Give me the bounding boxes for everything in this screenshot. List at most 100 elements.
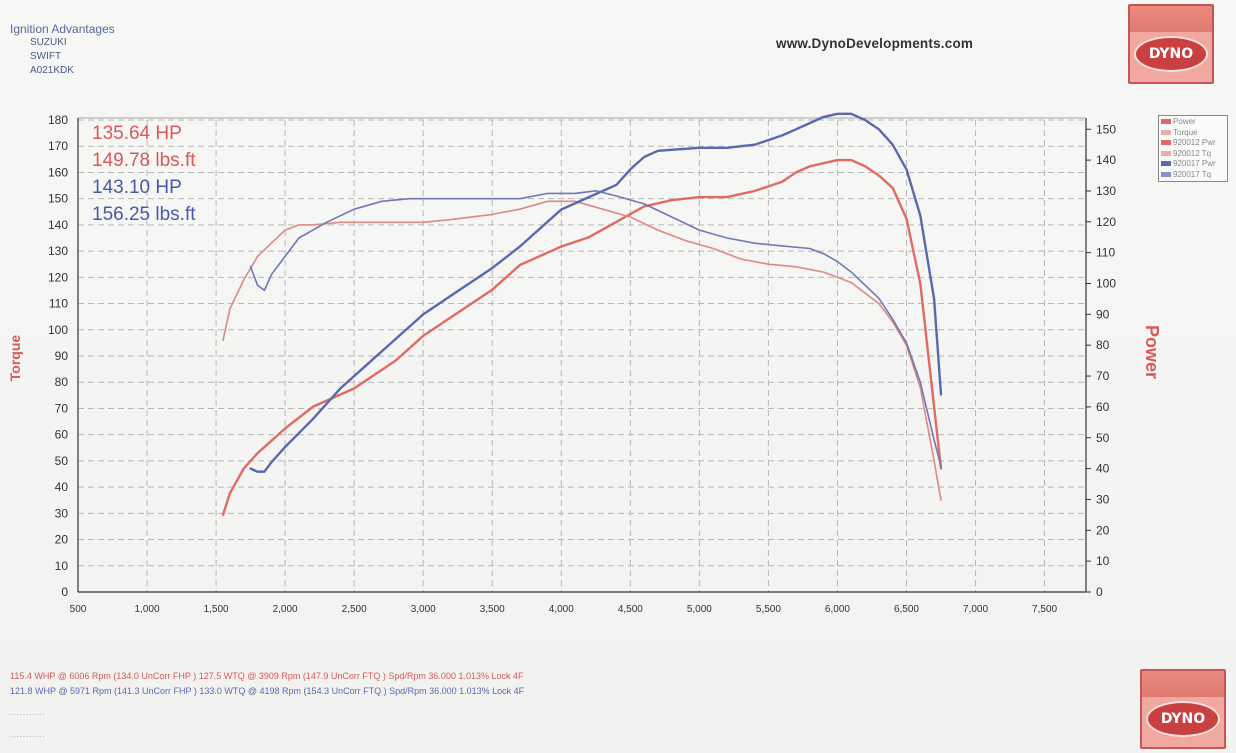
legend-item: 920012 Tq (1161, 149, 1225, 160)
y-left-tick-label: 80 (55, 375, 69, 389)
y-right-tick-label: 50 (1096, 431, 1110, 445)
x-tick-label: 6,500 (894, 604, 919, 615)
legend-swatch (1161, 161, 1171, 167)
legend-item: 920017 Pwr (1161, 159, 1225, 170)
legend-label: 920012 Tq (1173, 148, 1212, 158)
y-left-tick-label: 10 (55, 559, 69, 573)
y-right-tick-label: 40 (1096, 462, 1110, 476)
x-tick-label: 1,000 (135, 604, 160, 615)
y-left-tick-label: 0 (61, 585, 68, 599)
dyno-badge: DYNO (1134, 36, 1208, 72)
y-right-tick-label: 140 (1096, 153, 1116, 167)
y-left-tick-label: 90 (55, 349, 69, 363)
y-right-tick-label: 100 (1096, 277, 1116, 291)
peak-label: 143.10 HP (92, 177, 182, 198)
car-silhouette-icon (1130, 6, 1212, 32)
y-right-tick-label: 10 (1096, 554, 1110, 568)
y-left-tick-label: 30 (55, 506, 69, 520)
dotted-line-2: ........... (10, 730, 46, 739)
y-right-tick-label: 30 (1096, 492, 1110, 506)
y-left-tick-label: 20 (55, 533, 69, 547)
y-right-tick-label: 60 (1096, 400, 1110, 414)
vehicle-make: SUZUKI (30, 37, 67, 48)
peak-labels: 135.64 HP 149.78 lbs.ft 143.10 HP 156.25 lb… (92, 123, 196, 225)
x-tick-label: 2,500 (342, 604, 367, 615)
y-right-tick-label: 120 (1096, 215, 1116, 229)
legend-item: Torque (1161, 128, 1225, 139)
x-tick-label: 7,500 (1032, 604, 1057, 615)
y-left-tick-label: 100 (48, 323, 68, 337)
legend-label: Power (1173, 117, 1196, 126)
vehicle-plate: A021KDK (30, 65, 74, 76)
series-line-920012-tq (222, 200, 942, 502)
x-tick-label: 7,000 (963, 604, 988, 615)
y-left-tick-label: 50 (55, 454, 69, 468)
x-tick-label: 4,500 (618, 604, 643, 615)
legend-item: 920012 Pwr (1161, 138, 1225, 149)
dyno-logo-bottom: DYNO (1140, 669, 1226, 749)
car-silhouette-icon (1142, 671, 1224, 697)
y-right-tick-label: 70 (1096, 369, 1110, 383)
report-header: Ignition Advantages SUZUKI SWIFT A021KDK (10, 22, 115, 78)
y-left-tick-label: 180 (48, 113, 68, 127)
x-tick-label: 5,500 (756, 604, 781, 615)
x-tick-label: 1,500 (204, 604, 229, 615)
chart-axes (77, 117, 1087, 593)
y-left-tick-label: 60 (55, 428, 69, 442)
vehicle-model: SWIFT (30, 51, 62, 62)
legend-swatch (1161, 119, 1171, 125)
report-title: Ignition Advantages (10, 22, 115, 36)
peak-label: 156.25 lbs.ft (92, 204, 196, 225)
legend-label: 920017 Tq (1173, 169, 1212, 179)
y-left-tick-label: 120 (48, 270, 68, 284)
dotted-line-1: ........... (10, 708, 46, 717)
y-left-tick-label: 140 (48, 218, 68, 232)
website-url: www.DynoDevelopments.com (776, 36, 974, 51)
y-left-tick-label: 110 (49, 297, 68, 311)
chart-legend: Power Torque 920012 Pwr 920012 Tq 920017 Pwr… (1158, 115, 1228, 182)
x-tick-label: 6,000 (825, 604, 850, 615)
chart-grid (78, 119, 1086, 592)
series-line-920017-tq (249, 190, 942, 467)
y-right-tick-label: 110 (1096, 246, 1115, 260)
y-axis-label-power: Power (1142, 325, 1162, 379)
x-tick-label: 500 (70, 604, 87, 615)
peak-label: 135.64 HP (92, 123, 182, 144)
x-tick-label: 4,000 (549, 604, 574, 615)
x-tick-label: 2,000 (273, 604, 298, 615)
peak-label: 149.78 lbs.ft (92, 150, 196, 171)
y-left-tick-label: 160 (48, 165, 68, 179)
y-right-tick-label: 0 (1096, 585, 1103, 599)
chart-lines (221, 112, 943, 517)
legend-label: Torque (1173, 127, 1198, 137)
y-right-tick-label: 130 (1096, 184, 1116, 198)
y-left-tick-label: 170 (48, 139, 68, 153)
run-summary-1: 115.4 WHP @ 6006 Rpm (134.0 UnCorr FHP )… (10, 671, 524, 681)
x-tick-label: 5,000 (687, 604, 712, 615)
legend-swatch (1161, 140, 1171, 146)
legend-item: Power (1161, 117, 1225, 128)
series-line-920012-pwr (221, 158, 943, 517)
dyno-badge: DYNO (1146, 701, 1220, 737)
chart-ticks: 0102030405060708090100110120130140150160… (48, 113, 1116, 615)
y-right-tick-label: 20 (1096, 523, 1110, 537)
y-right-tick-label: 90 (1096, 307, 1110, 321)
y-axis-label-torque: Torque (7, 335, 23, 382)
x-tick-label: 3,500 (480, 604, 505, 615)
run-summary-2: 121.8 WHP @ 5971 Rpm (141.3 UnCorr FHP )… (10, 686, 525, 696)
legend-item: 920017 Tq (1161, 170, 1225, 181)
y-left-tick-label: 70 (55, 401, 69, 415)
y-right-tick-label: 150 (1096, 122, 1116, 136)
y-left-tick-label: 130 (48, 244, 68, 258)
legend-swatch (1161, 150, 1171, 156)
x-tick-label: 3,000 (411, 604, 436, 615)
legend-swatch (1161, 129, 1171, 135)
y-right-tick-label: 80 (1096, 338, 1110, 352)
y-left-tick-label: 150 (48, 192, 68, 206)
legend-swatch (1161, 171, 1171, 177)
dyno-logo-top: DYNO (1128, 4, 1214, 84)
legend-label: 920017 Pwr (1173, 159, 1216, 168)
series-line-920017-pwr (249, 112, 943, 473)
